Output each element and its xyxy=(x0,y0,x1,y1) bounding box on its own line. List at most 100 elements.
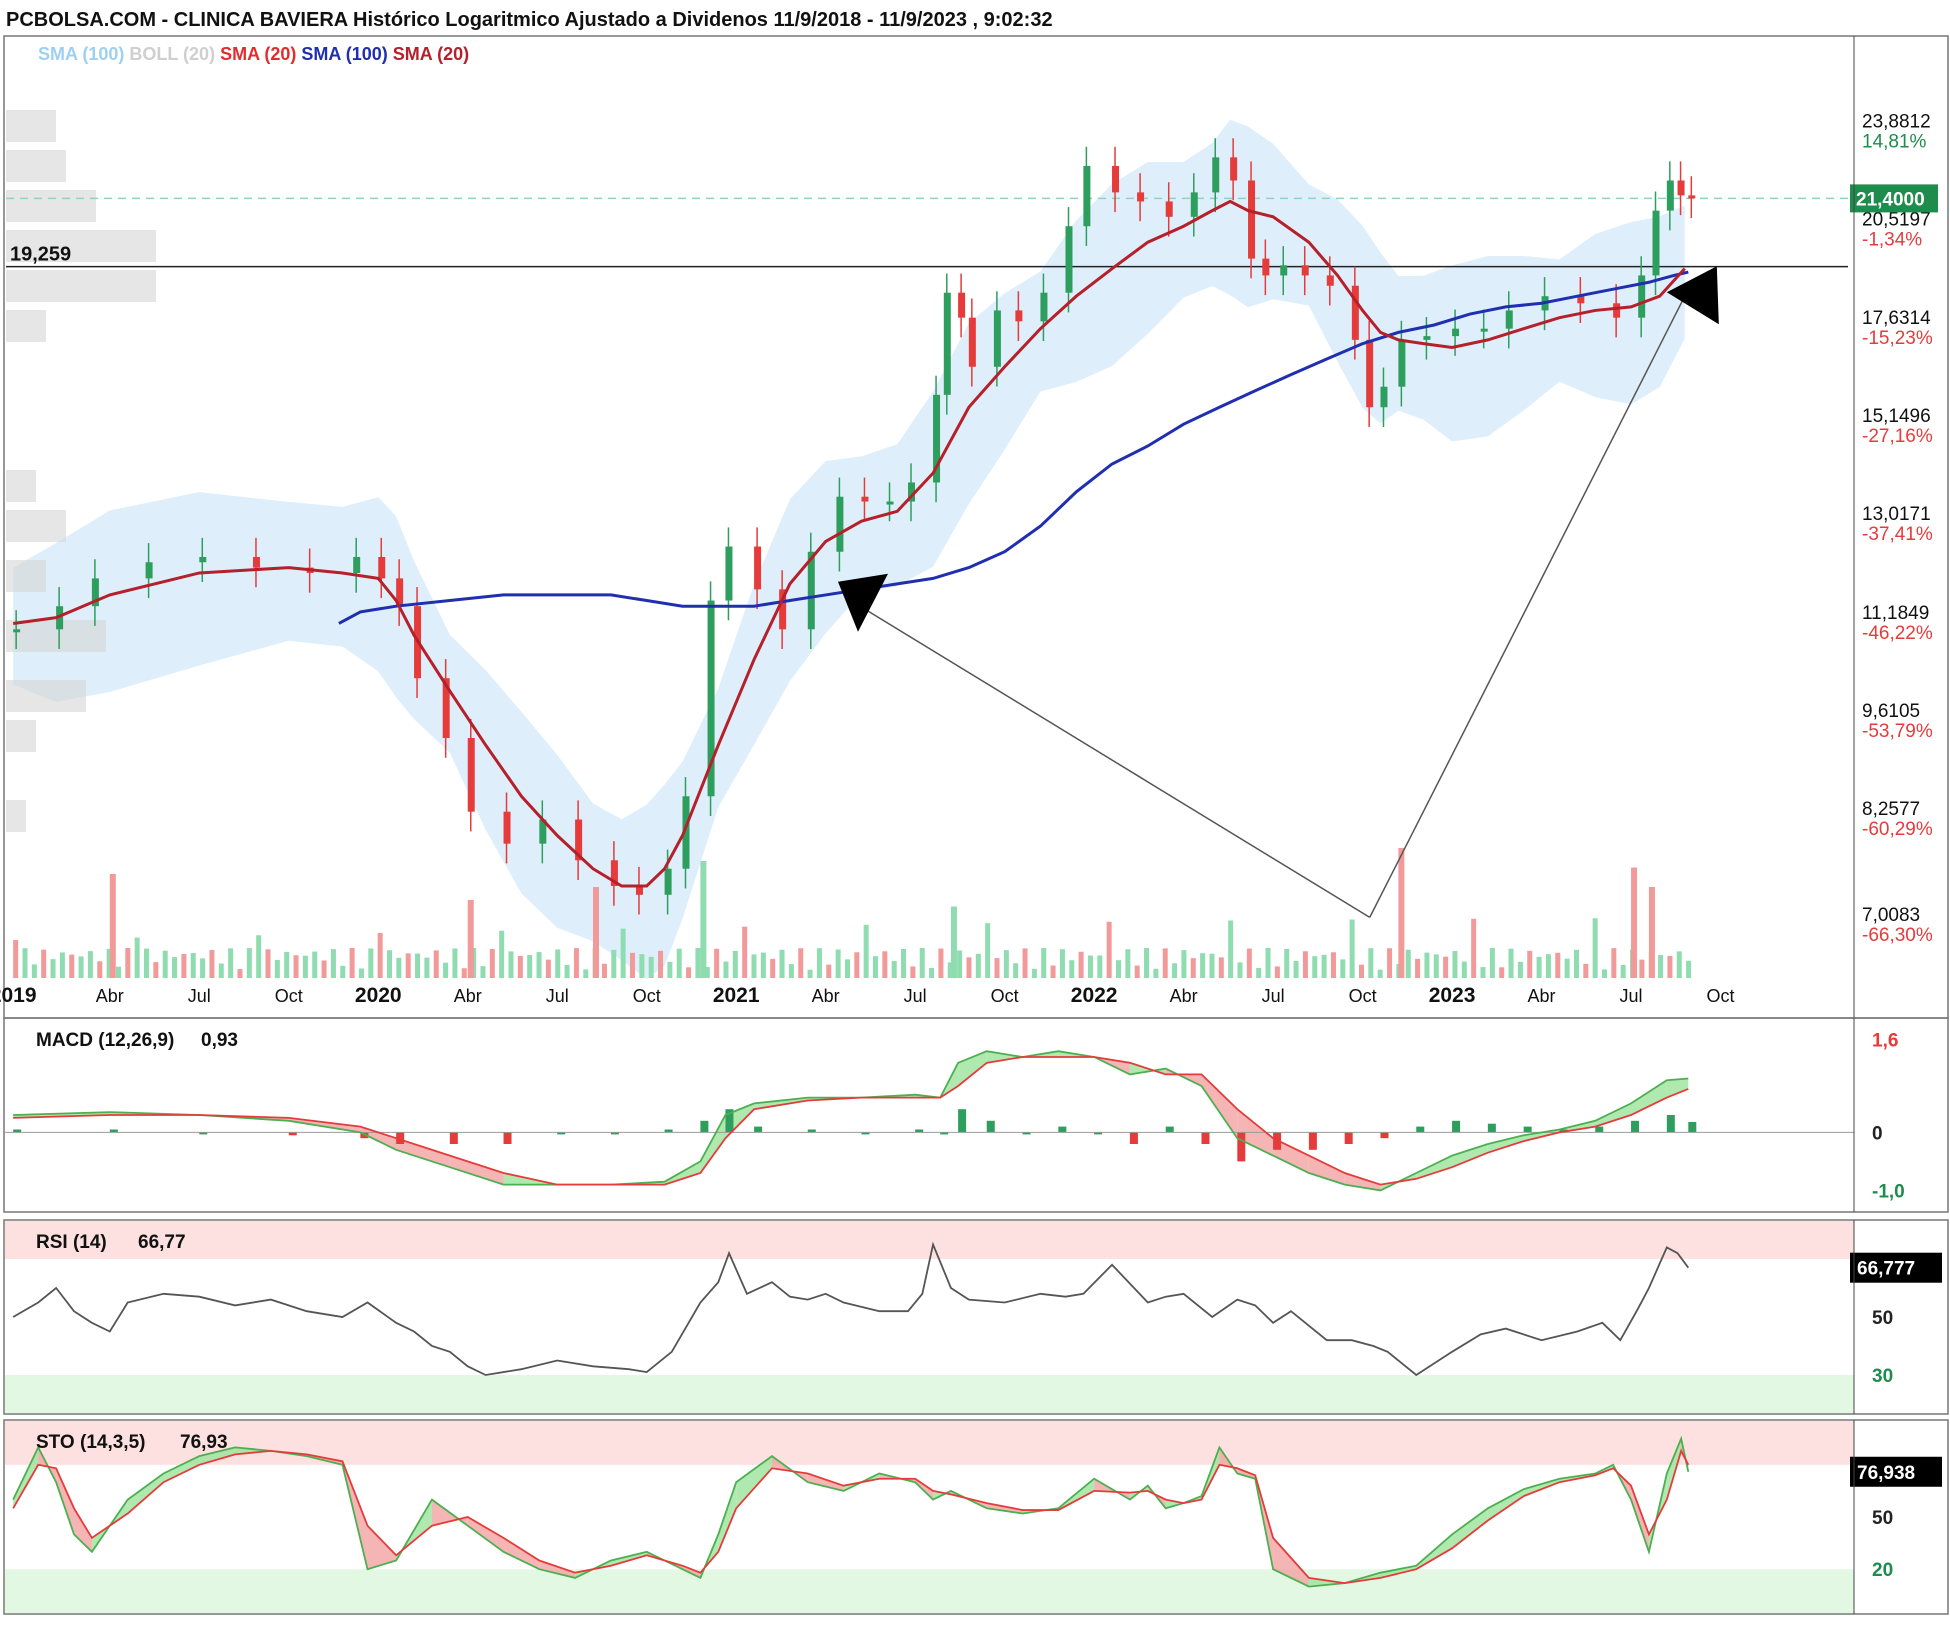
volume-bar xyxy=(873,956,879,978)
macd-histogram-bar xyxy=(109,1129,118,1133)
volume-bar xyxy=(358,968,364,978)
volume-bar xyxy=(1059,949,1065,978)
volume-profile-bar xyxy=(6,270,156,302)
volume-bar xyxy=(78,956,84,978)
candle-body xyxy=(635,885,643,895)
volume-bar xyxy=(246,948,252,978)
volume-bar xyxy=(1181,950,1187,978)
volume-bar xyxy=(1200,953,1206,978)
volume-bar xyxy=(218,963,224,978)
macd-histogram-bar xyxy=(1380,1132,1389,1139)
x-tick-label: 2020 xyxy=(355,984,402,1007)
candle-body xyxy=(1638,275,1646,318)
candle-body xyxy=(1423,336,1431,340)
chart-legend: SMA (100) BOLL (20) SMA (20) SMA (100) S… xyxy=(38,44,469,64)
volume-bar xyxy=(536,952,542,978)
volume-bar xyxy=(1480,967,1486,978)
x-tick-label: Jul xyxy=(546,986,569,1006)
legend-item: SMA xyxy=(215,44,260,64)
x-tick-label: Abr xyxy=(96,986,124,1006)
volume-bar xyxy=(387,950,393,978)
y-tick-price: 7,0083 xyxy=(1862,905,1920,926)
volume-bar xyxy=(1639,959,1645,978)
volume-profile-bar xyxy=(6,560,46,592)
volume-bar xyxy=(648,956,654,978)
volume-profile-bar xyxy=(6,620,106,652)
indicator-current-badge xyxy=(1850,1252,1942,1283)
macd-histogram-bar xyxy=(1344,1132,1353,1144)
y-tick-price: 17,6314 xyxy=(1862,308,1931,329)
volume-bar xyxy=(1144,948,1150,978)
volume-bar xyxy=(321,960,327,978)
crossover-fill xyxy=(127,1473,164,1514)
macd-histogram-bar xyxy=(503,1132,512,1144)
volume-bar xyxy=(1218,957,1224,978)
crossover-fill xyxy=(1487,1135,1524,1153)
crossover-fill xyxy=(1273,1537,1309,1587)
candle-body xyxy=(1065,226,1073,293)
volume-bar xyxy=(1302,951,1308,978)
volume-bar xyxy=(1601,969,1607,978)
volume-bar xyxy=(50,959,56,978)
volume-bar xyxy=(1405,949,1411,978)
macd-histogram-bar xyxy=(396,1132,405,1144)
volume-bar xyxy=(1209,953,1215,978)
crossover-fill xyxy=(958,1051,987,1086)
volume-profile-bar xyxy=(6,310,46,342)
volume-bar xyxy=(788,964,794,978)
arrow-marker xyxy=(837,573,888,632)
oversold-zone xyxy=(5,1569,1854,1613)
macd-histogram-bar xyxy=(1165,1126,1174,1133)
volume-bar xyxy=(1228,920,1234,978)
candle-body xyxy=(1137,192,1145,202)
volume-profile-bar xyxy=(6,230,156,262)
volume-bar xyxy=(106,948,112,978)
crossover-fill xyxy=(1416,1155,1453,1179)
volume-bar xyxy=(1321,954,1327,978)
volume-bar xyxy=(228,948,234,978)
volume-bar xyxy=(499,930,505,978)
indicator-value: 76,93 xyxy=(180,1432,228,1453)
x-tick-label: Abr xyxy=(1170,986,1198,1006)
volume-bar xyxy=(891,961,897,978)
volume-bar xyxy=(779,949,785,978)
volume-bar xyxy=(302,955,308,978)
volume-bar xyxy=(901,948,907,978)
volume-bar xyxy=(639,954,645,978)
volume-bar xyxy=(950,906,957,978)
candle-body xyxy=(1301,265,1309,276)
crossover-fill xyxy=(736,1456,772,1509)
sto-panel: 50 20 76,938 STO (14,3,5) 76,93 xyxy=(5,1421,1942,1613)
volume-bar xyxy=(1398,848,1405,978)
volume-bar xyxy=(1330,952,1336,978)
crossover-fill xyxy=(1666,1078,1689,1098)
volume-bar xyxy=(1087,955,1093,978)
candle-body xyxy=(378,556,386,579)
volume-bar xyxy=(1134,965,1140,978)
volume-bar xyxy=(340,965,346,978)
crossover-fill xyxy=(13,1447,39,1509)
candle-body xyxy=(1480,328,1488,332)
crossover-fill xyxy=(449,1155,504,1185)
legend-item: SMA xyxy=(388,44,433,64)
macd-histogram-bar xyxy=(1237,1132,1246,1162)
volume-bar xyxy=(349,948,355,978)
volume-bar xyxy=(396,957,402,978)
x-tick-label: 2021 xyxy=(713,984,760,1007)
candle-body xyxy=(1248,180,1256,259)
candle-body xyxy=(1677,180,1685,196)
volume-bar xyxy=(1274,966,1280,978)
candle-body xyxy=(396,578,404,607)
legend-item: (100) xyxy=(77,44,124,64)
indicator-y-tick: 20 xyxy=(1872,1560,1893,1581)
volume-bar xyxy=(172,957,178,978)
volume-bar xyxy=(1620,964,1626,978)
indicator-title: RSI (14) xyxy=(36,1232,107,1253)
volume-bar xyxy=(433,950,439,978)
crossover-fill xyxy=(1487,1489,1524,1521)
volume-bar xyxy=(1648,887,1655,978)
volume-bar xyxy=(1658,955,1664,978)
indicator-line xyxy=(12,1241,1690,1377)
indicator-line xyxy=(12,1435,1690,1588)
candle-body xyxy=(1351,285,1359,340)
